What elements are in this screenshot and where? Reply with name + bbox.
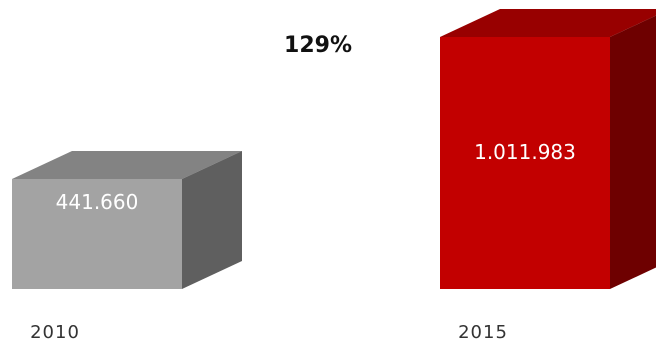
value-label-2015: 1.011.983 <box>474 140 576 164</box>
bars-group: 441.660 1.011.983 <box>12 9 656 289</box>
growth-annotation: 129% <box>284 33 352 58</box>
bar-side-2015 <box>610 15 656 289</box>
bar-top-2015 <box>440 9 656 37</box>
bar-front-2010 <box>12 179 182 289</box>
value-label-2010: 441.660 <box>56 190 139 214</box>
bar-front-2015 <box>440 37 610 289</box>
category-label-2015: 2015 <box>458 322 508 343</box>
bar-side-2010 <box>182 151 242 289</box>
bar-top-2010 <box>12 151 242 180</box>
category-label-2010: 2010 <box>30 322 80 343</box>
